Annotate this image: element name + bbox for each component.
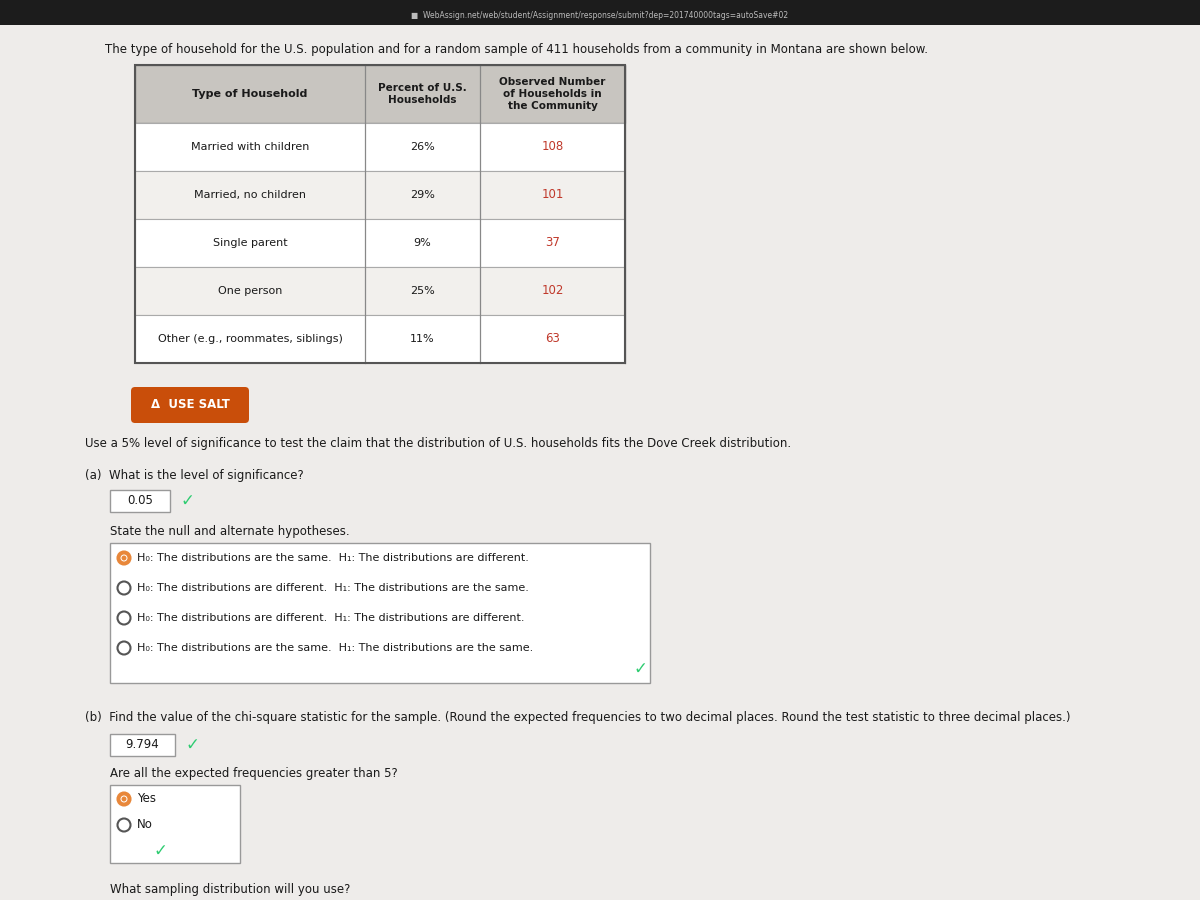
Text: 11%: 11% <box>410 334 434 344</box>
Text: Single parent: Single parent <box>212 238 287 248</box>
FancyBboxPatch shape <box>110 785 240 863</box>
Text: 37: 37 <box>545 237 560 249</box>
FancyBboxPatch shape <box>134 219 625 267</box>
FancyBboxPatch shape <box>0 0 1200 25</box>
Circle shape <box>121 555 126 561</box>
Text: H₀: The distributions are different.  H₁: The distributions are different.: H₀: The distributions are different. H₁:… <box>137 613 524 623</box>
FancyBboxPatch shape <box>110 734 175 756</box>
FancyBboxPatch shape <box>134 65 625 123</box>
FancyBboxPatch shape <box>110 490 170 512</box>
Text: Δ  USE SALT: Δ USE SALT <box>150 399 229 411</box>
Circle shape <box>118 793 131 806</box>
Circle shape <box>120 796 127 803</box>
FancyBboxPatch shape <box>131 387 250 423</box>
Text: Percent of U.S.
Households: Percent of U.S. Households <box>378 83 467 104</box>
Circle shape <box>118 581 131 595</box>
Text: 26%: 26% <box>410 142 434 152</box>
Text: 0.05: 0.05 <box>127 494 152 508</box>
FancyBboxPatch shape <box>134 123 625 171</box>
Circle shape <box>121 796 126 802</box>
Text: H₀: The distributions are the same.  H₁: The distributions are the same.: H₀: The distributions are the same. H₁: … <box>137 643 533 653</box>
Text: Other (e.g., roommates, siblings): Other (e.g., roommates, siblings) <box>157 334 342 344</box>
Text: No: No <box>137 818 152 832</box>
Text: Married with children: Married with children <box>191 142 310 152</box>
FancyBboxPatch shape <box>134 267 625 315</box>
Text: (b)  Find the value of the chi-square statistic for the sample. (Round the expec: (b) Find the value of the chi-square sta… <box>85 711 1070 724</box>
FancyBboxPatch shape <box>110 543 650 683</box>
Text: (a)  What is the level of significance?: (a) What is the level of significance? <box>85 469 304 482</box>
Text: Are all the expected frequencies greater than 5?: Are all the expected frequencies greater… <box>110 767 397 779</box>
Text: H₀: The distributions are the same.  H₁: The distributions are different.: H₀: The distributions are the same. H₁: … <box>137 553 529 563</box>
Circle shape <box>118 552 131 564</box>
FancyBboxPatch shape <box>0 25 1200 900</box>
FancyBboxPatch shape <box>134 315 625 363</box>
Text: 29%: 29% <box>410 190 434 200</box>
Text: 101: 101 <box>541 188 564 202</box>
Text: 63: 63 <box>545 332 560 346</box>
Text: 102: 102 <box>541 284 564 298</box>
Circle shape <box>118 818 131 832</box>
Text: Married, no children: Married, no children <box>194 190 306 200</box>
FancyBboxPatch shape <box>134 171 625 219</box>
Text: ✓: ✓ <box>634 660 647 678</box>
Circle shape <box>118 611 131 625</box>
Text: Observed Number
of Households in
the Community: Observed Number of Households in the Com… <box>499 77 606 111</box>
Text: ■  WebAssign.net/web/student/Assignment/response/submit?dep=201740000tags=autoSa: ■ WebAssign.net/web/student/Assignment/r… <box>412 12 788 21</box>
Text: ✓: ✓ <box>154 842 167 860</box>
Circle shape <box>120 554 127 562</box>
Circle shape <box>118 642 131 654</box>
Text: Yes: Yes <box>137 793 156 806</box>
Text: 25%: 25% <box>410 286 434 296</box>
Text: 9.794: 9.794 <box>125 739 158 752</box>
Text: One person: One person <box>218 286 282 296</box>
Text: H₀: The distributions are different.  H₁: The distributions are the same.: H₀: The distributions are different. H₁:… <box>137 583 529 593</box>
Text: State the null and alternate hypotheses.: State the null and alternate hypotheses. <box>110 525 349 537</box>
Text: 108: 108 <box>541 140 564 154</box>
Text: The type of household for the U.S. population and for a random sample of 411 hou: The type of household for the U.S. popul… <box>106 43 928 56</box>
Text: Type of Household: Type of Household <box>192 89 307 99</box>
Text: Use a 5% level of significance to test the claim that the distribution of U.S. h: Use a 5% level of significance to test t… <box>85 436 791 449</box>
Text: 9%: 9% <box>414 238 431 248</box>
Text: ✓: ✓ <box>185 736 199 754</box>
Text: What sampling distribution will you use?: What sampling distribution will you use? <box>110 883 350 896</box>
Text: ✓: ✓ <box>180 492 194 510</box>
